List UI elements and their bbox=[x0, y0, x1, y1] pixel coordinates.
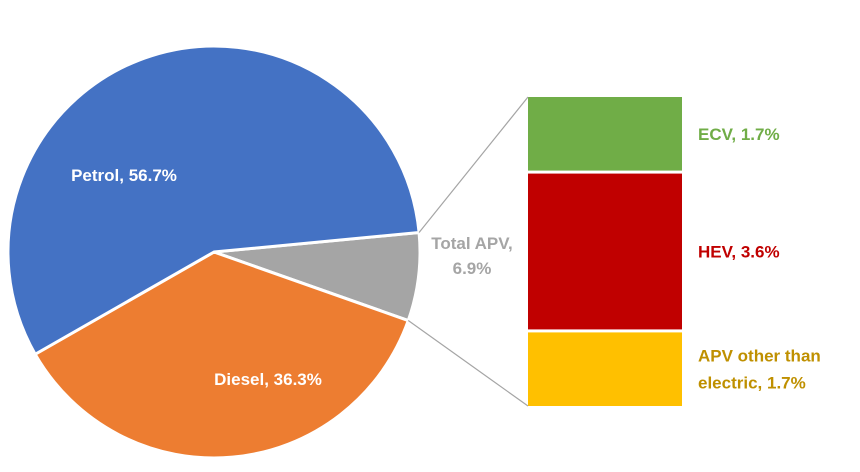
connector-line-bottom bbox=[407, 320, 529, 407]
bar-label-ecv: ECV, 1.7% bbox=[698, 125, 780, 144]
pie-slice-diesel bbox=[33, 250, 411, 460]
bar-segment-apv-other-than-electric bbox=[528, 332, 682, 406]
bar-label-apv-other-than-electric: APV other than electric, 1.7% bbox=[698, 347, 821, 393]
pie-label-total-apv: Total APV, 6.9% bbox=[431, 234, 513, 278]
connector-line-top bbox=[418, 96, 529, 233]
bar-label-hev: HEV, 3.6% bbox=[698, 243, 780, 262]
bar-segment-ecv bbox=[528, 97, 682, 171]
pie-label-diesel: Diesel, 36.3% bbox=[214, 370, 322, 389]
pie-label-petrol: Petrol, 56.7% bbox=[71, 166, 177, 185]
pie-slice-petrol bbox=[6, 44, 421, 357]
bar-segment-hev bbox=[528, 173, 682, 330]
